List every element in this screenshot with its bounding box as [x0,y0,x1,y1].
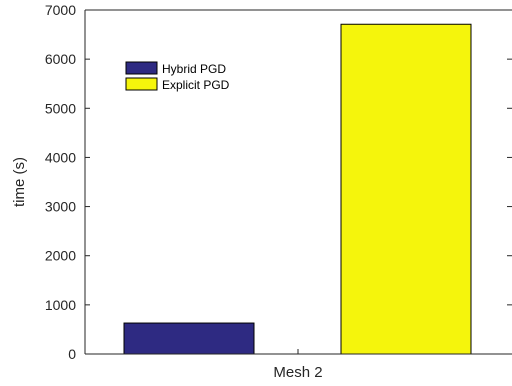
legend-label: Explicit PGD [162,78,230,92]
y-axis-label: time (s) [11,157,28,207]
y-tick-label: 3000 [45,199,76,215]
bar-hybrid-pgd [123,322,255,355]
y-tick-label: 2000 [45,248,76,264]
y-tick-label: 1000 [45,297,76,313]
y-ticks-group: 0 1000 2000 3000 4000 5000 6000 7000 [45,2,512,362]
y-tick-label: 5000 [45,100,76,116]
bars-group [123,23,472,355]
legend-swatch [125,61,158,75]
legend-label: Hybrid PGD [162,62,226,76]
legend: Hybrid PGD Explicit PGD [122,57,249,99]
y-tick-label: 7000 [45,2,76,18]
y-tick-label: 4000 [45,149,76,165]
bar-explicit-pgd [340,23,472,355]
y-tick-label: 0 [68,346,76,362]
legend-swatch [125,77,158,91]
x-axis-label: Mesh 2 [273,364,322,381]
y-tick-label: 6000 [45,51,76,67]
